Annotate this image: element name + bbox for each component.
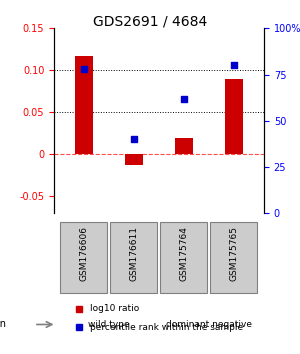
FancyBboxPatch shape (210, 222, 257, 293)
Point (232, 62, 236, 68)
Bar (175, 138, 193, 154)
Text: GSM175764: GSM175764 (179, 226, 188, 281)
Text: GSM175765: GSM175765 (230, 226, 238, 281)
Text: GSM176606: GSM176606 (80, 226, 88, 281)
Text: wild type: wild type (88, 320, 130, 329)
Text: GDS2691 / 4684: GDS2691 / 4684 (93, 14, 207, 28)
Bar (75, 56, 93, 154)
Text: GSM176611: GSM176611 (130, 226, 139, 281)
FancyBboxPatch shape (110, 222, 157, 293)
FancyBboxPatch shape (160, 306, 258, 343)
Text: log10 ratio: log10 ratio (90, 304, 139, 313)
Point (182, 96, 186, 101)
Point (82, 66, 86, 72)
Bar (225, 79, 243, 154)
Text: percentile rank within the sample: percentile rank within the sample (90, 323, 243, 332)
FancyBboxPatch shape (60, 222, 107, 293)
Bar (125, 154, 143, 165)
FancyBboxPatch shape (160, 222, 207, 293)
Text: strain: strain (0, 319, 7, 330)
FancyBboxPatch shape (60, 306, 158, 343)
Text: dominant negative: dominant negative (166, 320, 252, 329)
Point (132, 136, 136, 142)
